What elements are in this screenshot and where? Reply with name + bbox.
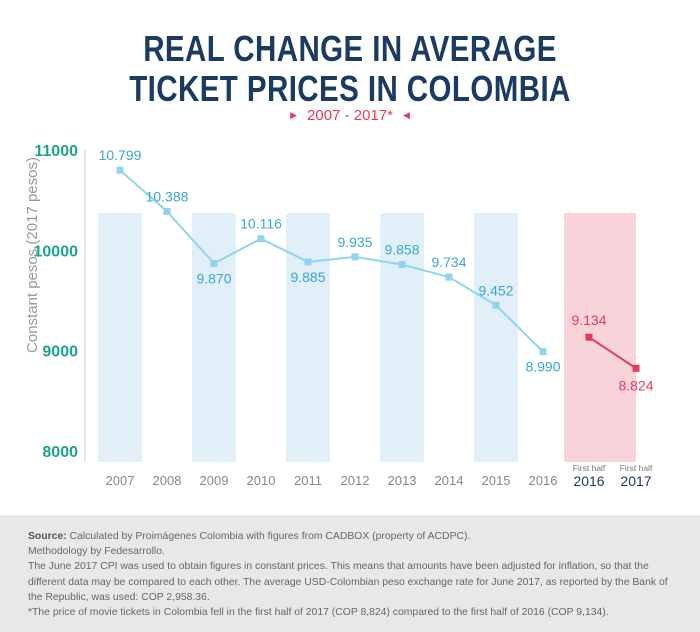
- y-tick-11000: 11000: [34, 143, 78, 160]
- chart-title-line-2: TICKET PRICES IN COLOMBIA: [129, 68, 571, 109]
- subtitle-text: 2007 - 2017*: [307, 107, 393, 124]
- x-tick-half-year-1: 2017: [620, 473, 651, 489]
- value-label-2010: 10.116: [240, 216, 282, 232]
- point-2016: [539, 348, 547, 356]
- value-label-2013: 9.858: [384, 242, 419, 258]
- y-tick-10000: 10000: [34, 243, 79, 260]
- x-tick-2013: 2013: [388, 473, 417, 488]
- point-2014: [445, 273, 453, 281]
- source-text: Calculated by Proimágenes Colombia with …: [66, 531, 471, 542]
- x-tick-2016: 2016: [529, 473, 558, 488]
- value-label-2011: 9.885: [290, 269, 325, 285]
- value-label-half-2016: 9.134: [571, 312, 606, 328]
- value-label-2008: 10.388: [146, 188, 189, 204]
- x-tick-2012: 2012: [341, 473, 370, 488]
- y-tick-8000: 8000: [42, 444, 78, 461]
- x-tick-2010: 2010: [247, 473, 276, 488]
- x-tick-2011: 2011: [294, 473, 322, 488]
- value-label-2016: 8.990: [525, 359, 560, 375]
- y-axis-label: Constant pesos (2017 pesos): [24, 157, 41, 353]
- point-2012: [351, 253, 359, 261]
- x-tick-half-top-1: First half: [620, 463, 653, 473]
- x-tick-2015: 2015: [482, 473, 511, 488]
- band-2009: [192, 213, 236, 462]
- series-line-half-year: [588, 336, 637, 370]
- value-label-2015: 9.452: [478, 282, 513, 298]
- source-label: Source:: [28, 531, 67, 542]
- y-tick-9000: 9000: [42, 344, 78, 361]
- value-label-2014: 9.734: [431, 254, 466, 270]
- point-2015: [492, 301, 500, 309]
- x-tick-2008: 2008: [153, 473, 182, 488]
- x-tick-2009: 2009: [200, 473, 229, 488]
- chart-subtitle: ▶ 2007 - 2017* ◀: [0, 107, 700, 124]
- footer-notes-panel: Source: Calculated by Proimágenes Colomb…: [0, 515, 700, 632]
- point-2008: [163, 207, 171, 215]
- right-triangle-icon: ▶: [290, 110, 298, 120]
- cpi-note: The June 2017 CPI was used to obtain fig…: [28, 561, 668, 603]
- x-tick-half-year-0: 2016: [573, 473, 604, 489]
- point-half-0: [585, 333, 593, 341]
- point-2011: [304, 258, 312, 266]
- x-tick-half-top-0: First half: [573, 463, 606, 473]
- point-2010: [257, 235, 265, 243]
- band-half-year: [564, 213, 636, 462]
- point-2013: [398, 261, 406, 269]
- source-note: Source: Calculated by Proimágenes Colomb…: [28, 529, 678, 544]
- point-half-1: [632, 364, 640, 372]
- point-2007: [116, 166, 124, 174]
- x-tick-2014: 2014: [435, 473, 464, 488]
- left-triangle-icon: ◀: [402, 110, 410, 120]
- point-2009: [210, 259, 218, 267]
- band-2011: [286, 213, 330, 462]
- band-2013: [380, 213, 424, 462]
- band-2007: [98, 213, 142, 462]
- value-label-half-2017: 8.824: [618, 377, 653, 393]
- footnote: *The price of movie tickets in Colombia …: [28, 607, 609, 619]
- series-line-main: [119, 169, 544, 353]
- band-2015: [474, 213, 518, 462]
- value-label-2009: 9.870: [196, 270, 231, 286]
- value-label-2007: 10.799: [99, 147, 142, 163]
- value-label-2012: 9.935: [337, 234, 372, 250]
- methodology-note: Methodology by Fedesarrollo.: [28, 546, 165, 558]
- x-tick-2007: 2007: [106, 473, 135, 488]
- chart-title-line-1: REAL CHANGE IN AVERAGE: [143, 28, 557, 69]
